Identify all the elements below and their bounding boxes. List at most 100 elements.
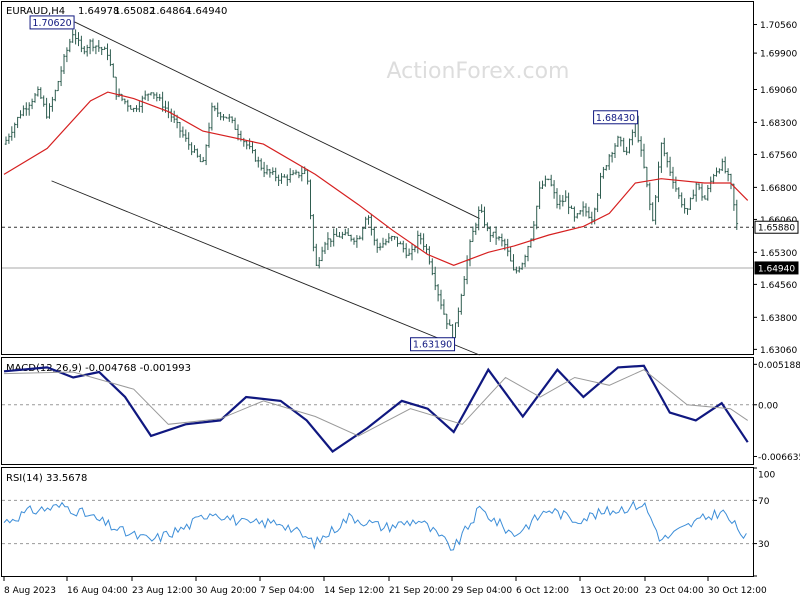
- price-bar: [77, 32, 80, 47]
- price-bar: [204, 144, 208, 166]
- price-bar: [462, 275, 466, 296]
- price-bar: [193, 145, 196, 153]
- price-bar: [523, 254, 527, 268]
- price-bar: [723, 156, 727, 174]
- price-bar: [187, 132, 190, 150]
- price-bar: [396, 236, 399, 247]
- price-bar: [729, 173, 733, 190]
- price-tick-label: 1.68300: [760, 119, 797, 129]
- price-bar: [48, 103, 51, 119]
- price-bar: [515, 266, 518, 274]
- price-bar: [358, 235, 362, 240]
- price-bar: [146, 93, 150, 102]
- annotation-label: 1.70620: [32, 18, 71, 29]
- price-bar: [141, 95, 144, 113]
- price-bar: [416, 230, 420, 254]
- price-bar: [335, 228, 338, 237]
- price-bar: [80, 35, 83, 53]
- price-bar: [596, 193, 599, 213]
- price-bar: [616, 135, 620, 147]
- price-bar: [578, 210, 582, 215]
- price-bar: [419, 232, 422, 245]
- price-bar: [477, 206, 480, 231]
- price-bar: [410, 243, 414, 261]
- price-bar: [439, 289, 443, 310]
- price-bar: [277, 174, 280, 186]
- price-bar: [51, 96, 54, 112]
- price-bar: [259, 158, 263, 171]
- price-bar: [703, 195, 707, 200]
- price-bar: [370, 213, 373, 236]
- price-bar: [538, 181, 541, 210]
- price-bar: [352, 237, 356, 245]
- price-bar: [349, 234, 353, 242]
- price-bar: [425, 243, 428, 254]
- time-tick-label: 16 Aug 04:00: [67, 586, 128, 596]
- price-bar: [602, 166, 605, 179]
- moving-average-line: [3, 91, 749, 266]
- time-tick-label: 7 Sep 04:00: [260, 586, 315, 596]
- annotation-box: [29, 15, 75, 30]
- price-bar: [518, 266, 521, 273]
- price-bar: [83, 46, 86, 55]
- price-tick-label: 1.67560: [760, 151, 797, 161]
- price-bar: [663, 137, 666, 157]
- price-bar: [607, 154, 611, 170]
- price-bar: [718, 168, 721, 174]
- macd-tick-label: -0.006635: [758, 453, 800, 463]
- ohlc-low: 1.64864: [150, 6, 191, 17]
- price-tick-label: 1.65300: [760, 249, 797, 259]
- price-bar: [520, 262, 524, 270]
- price-bar: [19, 110, 22, 119]
- price-bar: [387, 233, 391, 244]
- price-bar: [625, 146, 628, 156]
- trend-channel: [51, 21, 480, 356]
- channel-lower-line: [51, 180, 480, 356]
- price-bar: [106, 43, 109, 61]
- price-bar: [286, 174, 289, 186]
- time-tick-label: 14 Sep 12:00: [324, 586, 384, 596]
- price-bar: [645, 166, 649, 188]
- price-bar: [564, 190, 567, 202]
- price-bar: [442, 299, 446, 315]
- price-bar: [155, 92, 159, 102]
- price-bar: [622, 137, 625, 153]
- price-bar: [471, 226, 475, 243]
- price-bar: [445, 313, 449, 330]
- price-bar: [732, 183, 736, 211]
- time-tick-label: 23 Oct 04:00: [645, 586, 704, 596]
- price-bar: [167, 101, 170, 119]
- price-bar: [254, 149, 257, 162]
- macd-line: [3, 364, 749, 453]
- price-bar: [54, 89, 57, 102]
- macd-tick-label: 0.005188: [758, 361, 800, 371]
- channel-upper-line: [74, 21, 480, 219]
- price-bar: [129, 104, 132, 110]
- macd-lines: [3, 364, 749, 453]
- price-bar: [642, 143, 646, 169]
- price-bar: [558, 194, 562, 210]
- price-bar: [233, 117, 237, 130]
- price-bar: [433, 266, 437, 291]
- price-bar: [619, 136, 623, 147]
- price-bar: [94, 45, 98, 55]
- macd-panel-frame: [1, 357, 754, 465]
- price-bar: [329, 238, 333, 248]
- price-bar: [436, 284, 440, 302]
- price-bar: [201, 156, 205, 163]
- price-annotations: 1.70620 1.68430 1.63190: [29, 15, 639, 352]
- price-bar: [344, 228, 347, 236]
- price-bar: [152, 92, 156, 100]
- price-bar: [373, 226, 376, 246]
- price-bar: [56, 80, 60, 92]
- price-bar: [648, 182, 652, 211]
- price-bar: [555, 188, 559, 209]
- price-bar: [65, 47, 69, 63]
- price-bar: [512, 254, 515, 271]
- price-bar: [39, 87, 43, 99]
- price-axis: 1.70560 1.69900 1.69060 1.68300 1.67560 1.668…: [753, 21, 797, 356]
- price-bar: [42, 95, 45, 107]
- price-bar: [683, 198, 686, 214]
- price-bar: [660, 142, 663, 173]
- annotation-label: 1.63190: [413, 340, 452, 351]
